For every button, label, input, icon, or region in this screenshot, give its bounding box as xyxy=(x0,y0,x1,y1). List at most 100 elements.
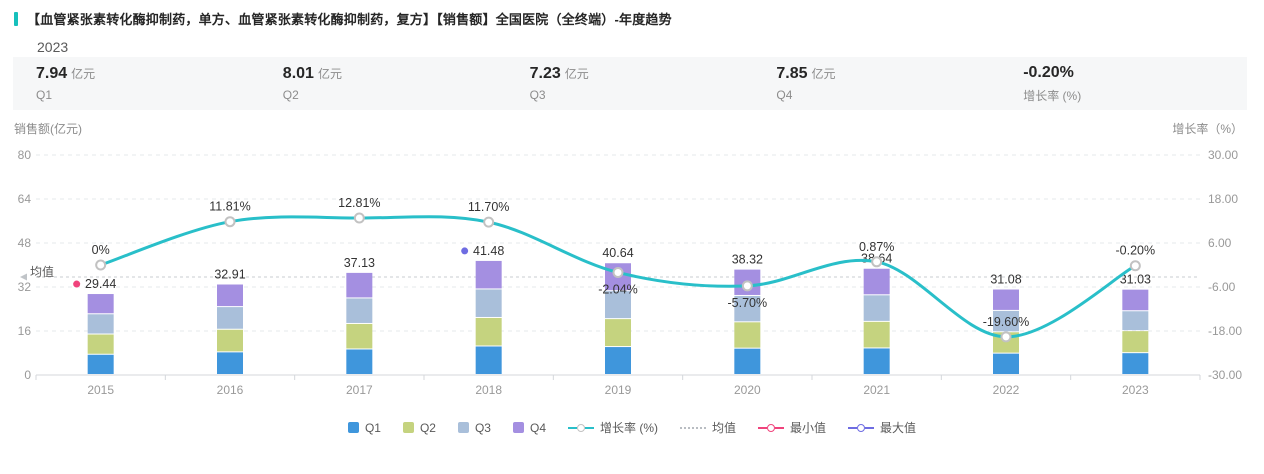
legend-q2-swatch-icon xyxy=(402,422,414,433)
card-value: 8.01 xyxy=(282,65,314,82)
bar-2017-Q2[interactable] xyxy=(346,323,373,349)
legend-q4[interactable]: Q4 xyxy=(512,421,546,435)
legend-max-value-label: 最大值 xyxy=(880,421,917,435)
card-label: 增长率 (%) xyxy=(1023,88,1082,103)
bar-2016-Q3[interactable] xyxy=(217,307,243,329)
bar-2017-Q4[interactable] xyxy=(346,272,373,298)
summary-card-growth-rate: -0.20% 增长率 (%) xyxy=(1000,64,1247,104)
legend-growth-rate-label: 增长率 (%) xyxy=(600,421,658,435)
bar-2015-Q1[interactable] xyxy=(87,354,114,374)
right-axis-tick-label: -6.00 xyxy=(1208,280,1236,294)
growth-point-2019[interactable] xyxy=(612,266,624,278)
bar-2018-Q4[interactable] xyxy=(475,260,502,289)
right-axis-title: 增长率（%） xyxy=(1172,121,1243,136)
growth-point-2018[interactable] xyxy=(483,216,495,228)
bar-2015-Q2[interactable] xyxy=(87,334,114,354)
bar-2016-Q2[interactable] xyxy=(217,329,243,352)
bar-2020-Q3[interactable] xyxy=(734,295,761,322)
right-axis-tick-label: 30.00 xyxy=(1208,148,1238,162)
bar-2023-Q1[interactable] xyxy=(1122,353,1149,375)
growth-point-2015[interactable] xyxy=(95,259,107,271)
bar-2017-Q3[interactable] xyxy=(346,298,373,323)
x-axis-label-2019: 2019 xyxy=(605,383,632,397)
x-axis-label-2018: 2018 xyxy=(475,383,502,397)
card-value: 7.23 xyxy=(529,65,561,82)
growth-point-2023[interactable] xyxy=(1129,260,1141,272)
legend-growth-rate-line-marker-icon xyxy=(568,423,594,432)
right-axis-tick-label: 6.00 xyxy=(1208,236,1232,250)
bar-2017-Q1[interactable] xyxy=(346,349,373,374)
bar-2019-Q1[interactable] xyxy=(605,347,631,374)
summary-card-q4: 7.85 亿元 Q4 xyxy=(753,65,1000,102)
bar-2018-Q2[interactable] xyxy=(475,317,502,346)
summary-card-q1: 7.94 亿元 Q1 xyxy=(13,65,260,102)
page-title: 【血管紧张素转化酶抑制药，单方、血管紧张素转化酶抑制药，复方】【销售额】全国医院… xyxy=(27,12,672,27)
bar-2023-Q4[interactable] xyxy=(1122,289,1149,311)
legend-min-value-label: 最小值 xyxy=(790,421,827,435)
bar-2021-Q3[interactable] xyxy=(863,295,890,321)
bar-2018-Q3[interactable] xyxy=(475,289,502,317)
legend-q1[interactable]: Q1 xyxy=(347,421,381,435)
growth-label-2019: -2.04% xyxy=(598,282,638,296)
right-axis-tick-label: 18.00 xyxy=(1208,192,1238,206)
card-label: Q2 xyxy=(282,88,299,102)
bar-2018-Q1[interactable] xyxy=(475,346,502,374)
right-axis-tick-label: -30.00 xyxy=(1208,368,1242,382)
x-axis-label-2021: 2021 xyxy=(863,383,890,397)
legend-min-value[interactable]: 最小值 xyxy=(758,419,826,436)
bar-2023-Q3[interactable] xyxy=(1122,311,1149,331)
year-filter[interactable]: 2023 xyxy=(37,39,69,55)
legend-q3[interactable]: Q3 xyxy=(457,421,491,435)
bar-2015-Q4[interactable] xyxy=(87,294,114,314)
bar-2020-Q2[interactable] xyxy=(734,322,761,348)
bar-2021-Q4[interactable] xyxy=(863,268,890,295)
total-label-2018: 41.48 xyxy=(473,244,504,258)
legend-q2[interactable]: Q2 xyxy=(402,420,436,435)
growth-point-2017[interactable] xyxy=(353,212,365,224)
legend-q2-label: Q2 xyxy=(419,420,436,435)
legend-max-value[interactable]: 最大值 xyxy=(848,419,916,436)
bar-2016-Q1[interactable] xyxy=(217,352,243,374)
bar-2022-Q4[interactable] xyxy=(993,289,1019,310)
title-accent-bar xyxy=(14,11,18,26)
legend-q3-swatch-icon xyxy=(457,422,469,433)
left-axis-title: 销售额(亿元) xyxy=(14,121,82,136)
left-axis-tick-label: 64 xyxy=(18,192,32,206)
legend-min-value-line-marker-icon xyxy=(758,423,785,432)
growth-label-2018: 11.70% xyxy=(468,200,509,214)
bar-2016-Q4[interactable] xyxy=(217,284,243,307)
x-axis-label-2016: 2016 xyxy=(217,383,244,397)
legend-mean[interactable]: 均值 xyxy=(680,419,736,436)
growth-point-2022[interactable] xyxy=(1000,331,1012,343)
card-value: 7.85 xyxy=(776,65,808,82)
card-value: -0.20% xyxy=(1023,63,1074,81)
total-label-2022: 31.08 xyxy=(990,273,1021,287)
trend-chart[interactable]: 均值 0 16 32 48 64 80 -30.00 -18.00 -6.00 6.00 18.00 3… xyxy=(0,113,1264,413)
growth-point-2020[interactable] xyxy=(741,280,753,292)
bar-2021-Q1[interactable] xyxy=(863,348,890,375)
legend-mean-label: 均值 xyxy=(712,421,737,435)
card-unit: 亿元 xyxy=(317,67,342,81)
left-axis-tick-label: 0 xyxy=(24,368,31,382)
bar-2019-Q2[interactable] xyxy=(605,319,631,347)
growth-point-2021[interactable] xyxy=(871,256,883,268)
bar-2021-Q2[interactable] xyxy=(863,321,890,348)
summary-card-q2: 8.01 亿元 Q2 xyxy=(260,65,507,102)
legend-growth-rate[interactable]: 增长率 (%) xyxy=(568,419,658,436)
total-label-2019: 40.64 xyxy=(602,246,633,260)
bar-2022-Q1[interactable] xyxy=(993,353,1019,374)
bar-2015-Q3[interactable] xyxy=(87,314,114,334)
bar-2020-Q1[interactable] xyxy=(734,348,761,375)
growth-point-2016[interactable] xyxy=(224,216,236,228)
left-axis-tick-label: 16 xyxy=(18,324,32,338)
card-value: 7.94 xyxy=(36,65,68,82)
legend-q1-swatch-icon xyxy=(347,422,359,433)
x-axis-label-2015: 2015 xyxy=(87,383,114,397)
left-axis-tick-label: 48 xyxy=(18,236,32,250)
bar-2022-Q3[interactable] xyxy=(993,310,1019,332)
left-axis-tick-label: 80 xyxy=(18,148,32,162)
bar-2023-Q2[interactable] xyxy=(1122,331,1149,353)
x-axis-label-2023: 2023 xyxy=(1122,383,1149,397)
bar-2019-Q3[interactable] xyxy=(605,291,631,319)
